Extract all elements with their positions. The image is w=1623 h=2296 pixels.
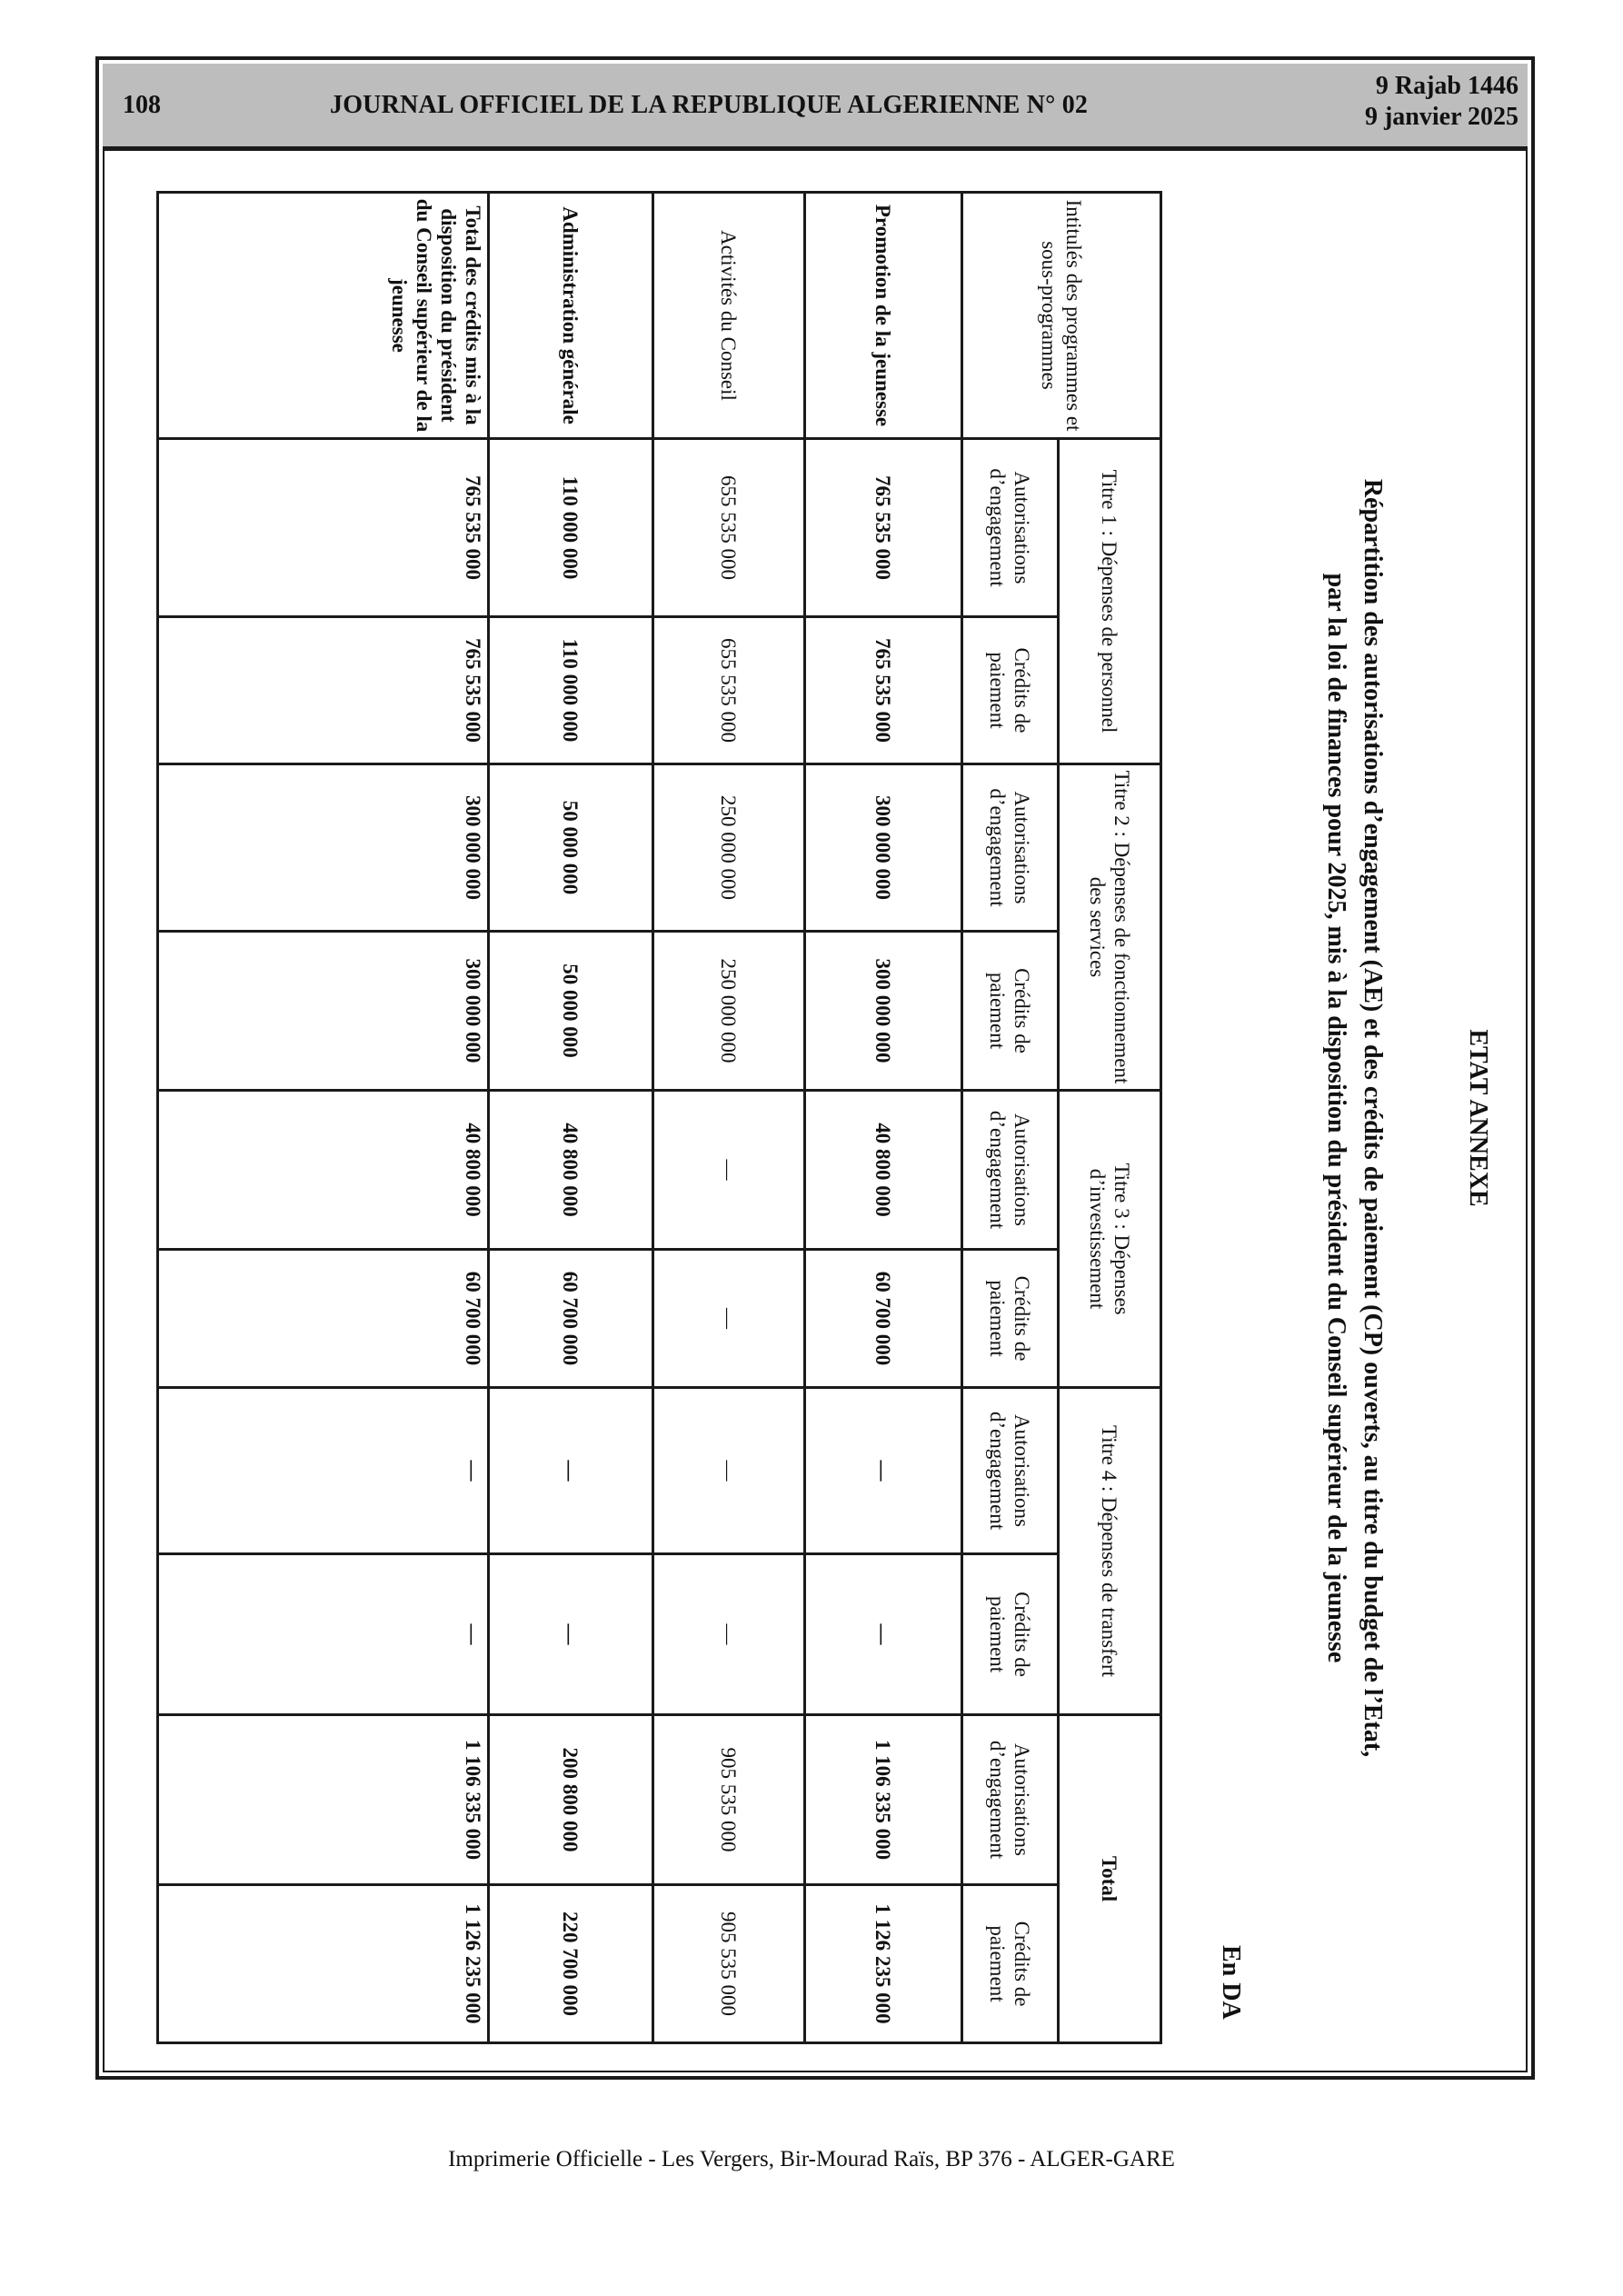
value-cell: 1 106 335 000 (804, 1714, 962, 1885)
value-cell: 655 535 000 (652, 438, 805, 617)
value-cell: 60 700 000 (488, 1249, 653, 1388)
row-label: Activités du Conseil (652, 192, 805, 439)
row-label: Administration générale (488, 192, 653, 439)
value-cell: 250 000 000 (652, 931, 805, 1091)
value-cell: 300 000 000 (157, 764, 489, 932)
group-header-total: Total (1058, 1714, 1161, 2043)
date-gregorian: 9 janvier 2025 (1364, 103, 1518, 131)
value-cell: 905 535 000 (652, 1714, 805, 1885)
annex-title: ETAT ANNEXE (1464, 1029, 1492, 1207)
annex-subtitle-line1: Répartition des autorisations d’engageme… (1359, 478, 1387, 1758)
value-cell: 300 000 000 (804, 931, 962, 1091)
value-cell: — (652, 1090, 805, 1250)
value-cell: 110 000 000 (488, 616, 653, 764)
table-row: Administration générale 110 000 000 110 00… (488, 192, 653, 2043)
value-cell: 50 000 000 (488, 931, 653, 1091)
value-cell: 765 535 000 (804, 438, 962, 617)
row-header: Intitulés des programmes et sous-program… (961, 192, 1161, 439)
table-row: Promotion de la jeunesse 765 535 000 765 5… (804, 192, 962, 2043)
value-cell: 300 000 000 (157, 931, 489, 1091)
value-cell: 1 126 235 000 (157, 1884, 489, 2043)
value-cell: 40 800 000 (488, 1090, 653, 1250)
budget-table: Intitulés des programmes et sous-program… (156, 191, 1162, 2044)
value-cell: 50 000 000 (488, 764, 653, 932)
subheader-autorisations: Autorisations d’engagement (961, 438, 1059, 617)
subheader-credits: Crédits de paiement (961, 1553, 1059, 1715)
date-hijri: 9 Rajab 1446 (1375, 72, 1518, 100)
table-row: Total des crédits mis à la disposition d… (157, 192, 489, 2043)
value-cell: 40 800 000 (804, 1090, 962, 1250)
value-cell: 1 106 335 000 (157, 1714, 489, 1885)
subheader-credits: Crédits de paiement (961, 1249, 1059, 1388)
journal-header: 108 JOURNAL OFFICIEL DE LA REPUBLIQUE AL… (103, 64, 1528, 151)
value-cell: 200 800 000 (488, 1714, 653, 1885)
subheader-autorisations: Autorisations d’engagement (961, 1090, 1059, 1250)
value-cell: 765 535 000 (804, 616, 962, 764)
value-cell: — (157, 1387, 489, 1554)
group-header-titre1: Titre 1 : Dépenses de personnel (1058, 438, 1161, 764)
value-cell: 300 000 000 (804, 764, 962, 932)
group-header-titre2: Titre 2 : Dépenses de fonctionnement des… (1058, 764, 1161, 1091)
value-cell: 60 700 000 (804, 1249, 962, 1388)
page-frame-outer (95, 56, 1535, 2080)
value-cell: 765 535 000 (157, 438, 489, 617)
value-cell: — (804, 1553, 962, 1715)
subheader-credits: Crédits de paiement (961, 1884, 1059, 2043)
value-cell: — (804, 1387, 962, 1554)
value-cell: — (157, 1553, 489, 1715)
rotated-annex: ETAT ANNEXE Répartition des autorisation… (145, 173, 1508, 2063)
subheader-autorisations: Autorisations d’engagement (961, 1714, 1059, 1885)
value-cell: — (488, 1553, 653, 1715)
table-row: Activités du Conseil 655 535 000 655 535 0… (652, 192, 805, 2043)
value-cell: — (652, 1387, 805, 1554)
row-label: Promotion de la jeunesse (804, 192, 962, 439)
value-cell: 60 700 000 (157, 1249, 489, 1388)
value-cell: 655 535 000 (652, 616, 805, 764)
value-cell: 110 000 000 (488, 438, 653, 617)
annex-subtitle-line2: par la loi de finances pour 2025, mis à … (1322, 573, 1350, 1663)
page-number: 108 (123, 91, 161, 119)
value-cell: 220 700 000 (488, 1884, 653, 2043)
value-cell: — (652, 1553, 805, 1715)
value-cell: — (488, 1387, 653, 1554)
currency-unit: En DA (1217, 1945, 1245, 2020)
subheader-autorisations: Autorisations d’engagement (961, 1387, 1059, 1554)
value-cell: 40 800 000 (157, 1090, 489, 1250)
group-header-titre4: Titre 4 : Dépenses de transfert (1058, 1387, 1161, 1715)
row-label: Total des crédits mis à la disposition d… (157, 192, 489, 439)
issue-date: 9 Rajab 1446 9 janvier 2025 (1365, 71, 1518, 133)
subheader-credits: Crédits de paiement (961, 616, 1059, 764)
value-cell: 765 535 000 (157, 616, 489, 764)
annex-subtitle: Répartition des autorisations d’engageme… (1318, 173, 1390, 2063)
subheader-autorisations: Autorisations d’engagement (961, 764, 1059, 932)
subheader-credits: Crédits de paiement (961, 931, 1059, 1091)
value-cell: — (652, 1249, 805, 1388)
printer-footer: Imprimerie Officielle - Les Vergers, Bir… (448, 2147, 1175, 2171)
value-cell: 905 535 000 (652, 1884, 805, 2043)
value-cell: 250 000 000 (652, 764, 805, 932)
value-cell: 1 126 235 000 (804, 1884, 962, 2043)
journal-title: JOURNAL OFFICIEL DE LA REPUBLIQUE ALGERI… (330, 91, 1089, 119)
group-header-titre3: Titre 3 : Dépenses d’investissement (1058, 1090, 1161, 1388)
